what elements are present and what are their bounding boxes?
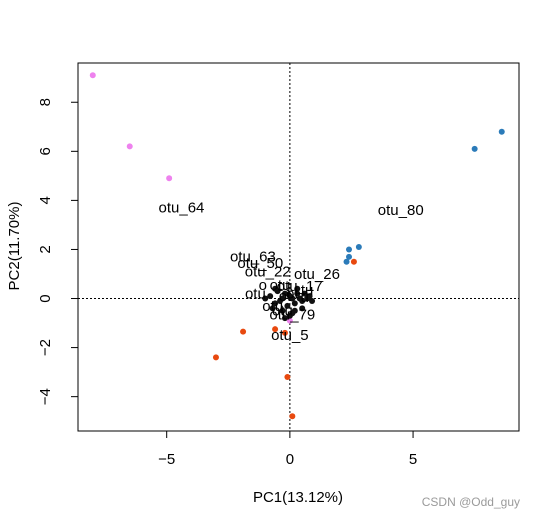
y-tick-label: −2 <box>37 339 54 356</box>
blue-point <box>355 244 362 250</box>
point-label: otu_5 <box>271 327 309 344</box>
cluster-label: tu <box>301 282 314 299</box>
cluster-point <box>279 307 286 314</box>
point-label: otu_50 <box>237 255 283 272</box>
cluster-point <box>309 297 316 304</box>
cluster-label: ot <box>279 288 292 305</box>
blue-point <box>498 128 505 135</box>
cluster-point <box>294 285 301 292</box>
blue-point <box>346 253 353 260</box>
cluster-point <box>269 305 276 312</box>
orange-point <box>240 328 247 335</box>
orange-point <box>212 354 219 361</box>
cluster-point <box>301 290 308 297</box>
violet-point <box>286 317 293 324</box>
blue-point <box>346 246 353 253</box>
x-tick-label: 5 <box>409 451 417 468</box>
reference-lines <box>78 63 519 431</box>
x-tick-label: 0 <box>286 451 294 468</box>
cluster-point <box>306 293 313 300</box>
y-axis-label: PC2(11.70%) <box>6 202 23 291</box>
cluster-label: otu_17 <box>277 278 323 295</box>
orange-point <box>272 326 279 333</box>
y-axis: −4 −2 0 2 4 6 8 <box>37 98 78 405</box>
cluster-label: otu <box>270 277 291 294</box>
y-tick-label: 6 <box>37 147 54 155</box>
cluster-point <box>272 285 279 292</box>
violet-point <box>166 175 173 182</box>
x-axis-label: PC1(13.12%) <box>253 489 343 506</box>
cluster-point <box>289 295 296 302</box>
cluster-label: otu <box>272 303 293 320</box>
point-label: otu_64 <box>159 200 205 217</box>
cluster-point <box>291 300 298 307</box>
orange-point <box>284 374 291 381</box>
orange-point <box>281 329 288 336</box>
x-axis: −5 0 5 <box>158 431 417 468</box>
orange-point <box>289 413 296 420</box>
cluster-label: otu <box>245 286 266 303</box>
y-tick-label: 4 <box>37 196 54 204</box>
y-tick-label: 2 <box>37 245 54 253</box>
violet-point <box>126 143 133 150</box>
data-points <box>89 72 505 420</box>
point-label: otu_63 <box>230 249 276 266</box>
cluster-label: ot <box>286 286 299 303</box>
cluster-point <box>262 295 269 302</box>
y-tick-label: −4 <box>37 388 54 405</box>
cluster-point <box>267 293 274 300</box>
x-tick-label: −5 <box>158 451 175 468</box>
cluster-point <box>281 290 288 297</box>
cluster-label: otu <box>262 298 283 315</box>
cluster-point <box>272 300 279 307</box>
point-label: otu_79 <box>269 306 315 323</box>
point-label: otu_80 <box>378 202 424 219</box>
y-tick-label: 0 <box>37 294 54 302</box>
cluster-point <box>284 302 291 309</box>
point-label: otu_22 <box>245 263 291 280</box>
cluster-point <box>299 297 306 304</box>
cluster-point <box>299 305 306 312</box>
watermark: CSDN @Odd_guy <box>421 495 520 509</box>
blue-point <box>471 145 478 152</box>
cluster-label: o <box>259 277 267 294</box>
cluster-label: u <box>300 289 308 306</box>
cluster-point <box>281 315 288 322</box>
plot-area-border <box>77 62 520 432</box>
orange-point <box>350 258 357 265</box>
cluster-point <box>289 310 296 317</box>
cluster-point <box>279 295 286 302</box>
cluster-point <box>294 290 301 297</box>
y-tick-label: 8 <box>37 98 54 106</box>
point-label: otu_26 <box>294 266 340 283</box>
violet-point <box>89 72 96 79</box>
blue-point <box>343 258 350 265</box>
